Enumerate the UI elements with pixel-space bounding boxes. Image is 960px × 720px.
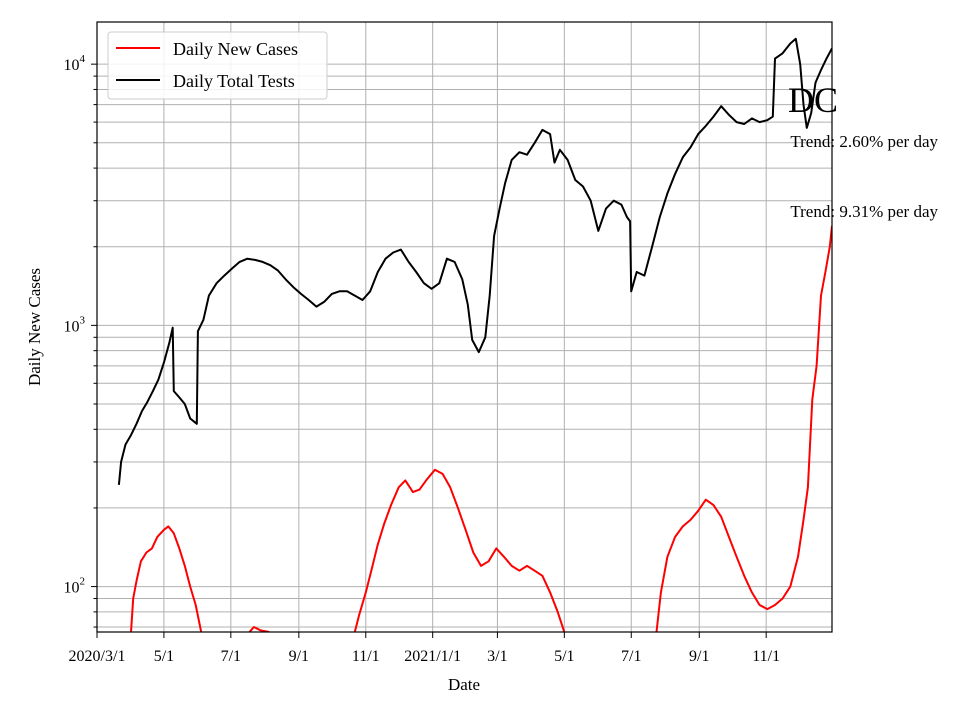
y-tick-label: 103 xyxy=(64,314,86,335)
x-tick-label: 5/1 xyxy=(154,648,174,665)
y-tick-label: 104 xyxy=(64,53,86,74)
y-axis-title: Daily New Cases xyxy=(25,268,44,386)
x-tick-label: 2021/1/1 xyxy=(404,648,461,665)
legend: Daily New Cases Daily Total Tests xyxy=(107,31,328,100)
x-tick-label: 7/1 xyxy=(621,648,641,665)
x-tick-label: 11/1 xyxy=(352,648,380,665)
x-axis-ticks: 2020/3/1 5/1 7/1 9/1 11/1 2021/1/1 3/1 5/1 7/1 9/… xyxy=(69,632,780,665)
legend-label-daily-total-tests: Daily Total Tests xyxy=(173,71,295,91)
series-layer xyxy=(117,37,832,632)
series-line-daily-total-tests xyxy=(117,37,832,485)
annotation-trend-cases: Trend: 9.31% per day xyxy=(790,202,938,221)
grid xyxy=(96,22,832,632)
legend-box xyxy=(107,31,328,100)
series-line-daily-new-cases xyxy=(130,225,832,632)
y-axis-ticks: 102 103 104 xyxy=(64,53,97,628)
annotation-state-label: DC xyxy=(788,80,838,120)
x-tick-label: 9/1 xyxy=(289,648,309,665)
plot-area-frame xyxy=(96,21,833,633)
annotation-trend-tests: Trend: 2.60% per day xyxy=(790,132,938,151)
x-tick-label: 7/1 xyxy=(221,648,241,665)
x-tick-label: 9/1 xyxy=(689,648,709,665)
x-tick-label: 3/1 xyxy=(487,648,507,665)
legend-label-daily-new-cases: Daily New Cases xyxy=(173,39,298,59)
y-tick-label: 102 xyxy=(64,576,86,597)
x-tick-label: 11/1 xyxy=(752,648,780,665)
x-tick-label: 5/1 xyxy=(554,648,574,665)
x-tick-label: 2020/3/1 xyxy=(69,648,126,665)
x-axis-title: Date xyxy=(448,675,480,694)
